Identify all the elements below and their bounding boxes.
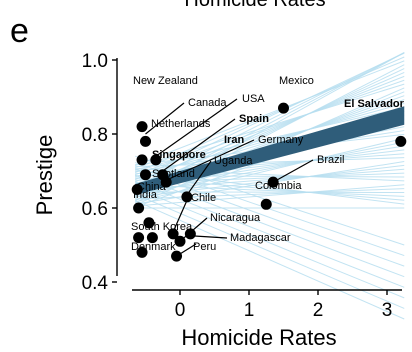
ci-line: [134, 52, 405, 188]
leader-line: [162, 118, 236, 172]
leader-line: [172, 197, 189, 233]
ci-line: [135, 184, 405, 207]
point-label: Colombia: [255, 180, 302, 192]
x-tick-label: 2: [313, 300, 324, 321]
data-point: [174, 235, 186, 247]
data-point: [184, 228, 196, 240]
point-label: India: [133, 189, 158, 201]
leader-line: [165, 139, 255, 181]
point-label: Iran: [224, 134, 244, 146]
data-point: [143, 217, 155, 229]
data-point: [140, 135, 151, 147]
x-ticks-group: 0 1 2 3: [175, 290, 393, 321]
data-point: [260, 198, 272, 210]
point-label: Peru: [193, 241, 216, 253]
y-tick-label: 0.6: [82, 199, 108, 220]
point-label: Netherlands: [151, 118, 211, 130]
top-title-fragment: Homicide Rates: [184, 0, 325, 11]
y-axis-title: Prestige: [32, 135, 57, 216]
data-point: [136, 121, 148, 133]
point-label: Mexico: [279, 75, 314, 87]
ci-line: [134, 52, 405, 195]
data-point: [267, 176, 279, 188]
ci-line: [134, 168, 405, 267]
point-label: Denmark: [131, 241, 176, 253]
point-label: El Salvador: [344, 98, 405, 110]
data-point: [278, 102, 289, 114]
x-axis-title: Homicide Rates: [181, 325, 336, 350]
x-tick-label: 0: [175, 300, 186, 321]
leader-line: [186, 160, 212, 196]
ci-line: [134, 187, 405, 299]
points-group: [131, 102, 407, 262]
data-point: [140, 169, 151, 181]
y-tick-label: 0.8: [82, 125, 108, 146]
point-label: Brazil: [317, 154, 345, 166]
y-tick-label: 1.0: [82, 51, 108, 72]
point-label: South Korea: [131, 221, 193, 233]
point-label: Canada: [188, 97, 227, 109]
data-point: [150, 154, 162, 166]
data-point: [133, 232, 145, 244]
data-point: [136, 154, 148, 166]
data-point: [131, 184, 143, 195]
leader-line: [272, 159, 314, 183]
point-label: Singapore: [152, 149, 206, 161]
ci-line: [134, 181, 405, 288]
data-point: [395, 135, 407, 147]
y-ticks-group: 0.4 0.6 0.8 1.0: [82, 51, 117, 294]
point-label: Uganda: [214, 155, 253, 167]
data-point: [136, 246, 148, 258]
leader-line: [145, 102, 185, 135]
data-point: [171, 250, 183, 262]
ci-line: [134, 72, 405, 190]
data-point: [146, 232, 158, 244]
x-tick-label: 1: [244, 300, 255, 321]
point-label: Spain: [239, 113, 269, 125]
ci-line: [134, 174, 405, 278]
point-label: Nicaragua: [210, 212, 261, 224]
data-point: [160, 176, 172, 188]
point-label: China: [137, 181, 167, 193]
point-labels-group: New Zealand Canada Netherlands USA Spain Iran…: [131, 75, 405, 253]
point-label: Germany: [258, 134, 304, 146]
leader-line: [155, 98, 238, 157]
point-label: USA: [242, 93, 265, 105]
data-point: [133, 202, 145, 214]
y-tick-label: 0.4: [82, 273, 109, 294]
x-tick-label: 3: [382, 300, 393, 321]
leader-line: [190, 235, 228, 239]
data-point: [167, 228, 179, 240]
ci-line: [134, 60, 405, 167]
point-label: Scotland: [152, 168, 195, 180]
ci-line: [134, 200, 405, 320]
point-label: Chile: [191, 192, 216, 204]
point-label: Madagascar: [230, 232, 291, 244]
point-label: New Zealand: [133, 75, 198, 87]
data-point: [181, 191, 193, 203]
panel-letter: e: [10, 12, 29, 50]
